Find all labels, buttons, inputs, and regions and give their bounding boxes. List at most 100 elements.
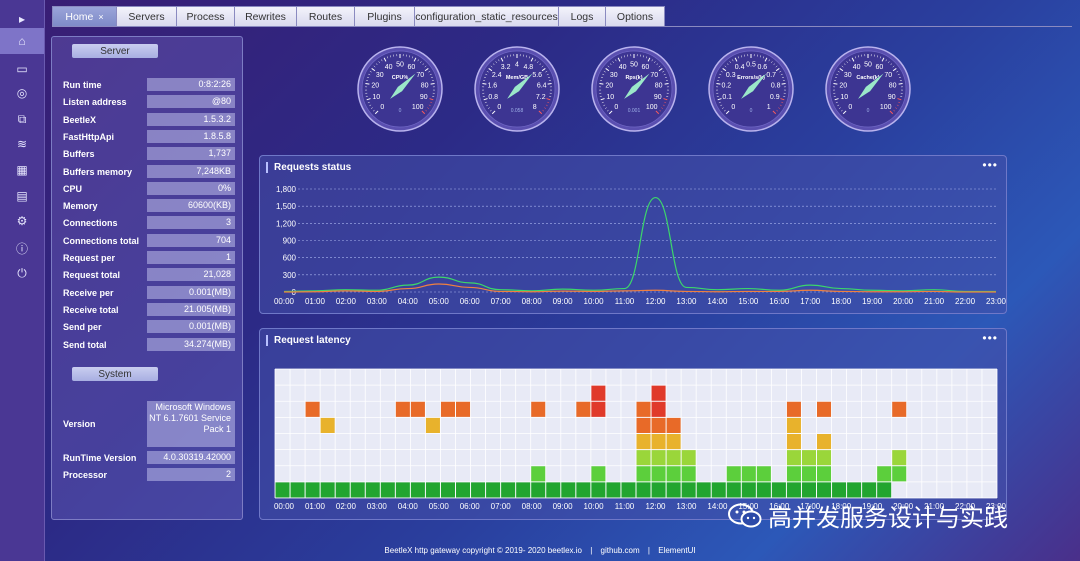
heatmap-cell	[410, 401, 425, 417]
server-row-value: 21,028	[147, 268, 235, 282]
heatmap-cell	[561, 482, 576, 498]
monitor-icon[interactable]: ▭	[16, 62, 28, 76]
tab-home[interactable]: Home ×	[52, 6, 117, 26]
gauge-tick-label: 100	[412, 104, 424, 111]
heatmap-cell	[832, 482, 847, 498]
gauge-tick-label: 40	[619, 64, 627, 71]
settings-icon[interactable]: ⚙	[16, 214, 28, 228]
gauge-tick	[846, 61, 848, 64]
expand-arrow-icon[interactable]: ▸	[18, 12, 26, 26]
gauge-tick-label: 70	[416, 72, 424, 79]
server-row: Request total 21,028	[63, 268, 235, 282]
gauge-tick	[491, 110, 496, 115]
gauge-tick-label: 6.4	[537, 83, 547, 90]
gauge-tick	[840, 109, 843, 112]
heatmap-cell	[591, 385, 606, 401]
gauge: 0 0.8 1.6 2.4 3.2 4 4.8 5.6 6.4 7.2 8 Mem/GB 0.058	[474, 46, 560, 132]
x-tick-label: 19:00	[862, 297, 883, 306]
document-icon[interactable]: ▤	[16, 189, 28, 203]
system-row: Processor 2	[63, 468, 235, 482]
tab-configuration-static-resources[interactable]: configuration_static_resources	[414, 6, 559, 26]
server-row-value: 0%	[147, 181, 235, 195]
tab-plugins[interactable]: Plugins	[354, 6, 415, 26]
request-latency-more-icon[interactable]: •••	[982, 331, 998, 345]
gauge-needle	[741, 73, 767, 99]
gauge-tick	[651, 59, 653, 62]
info-icon[interactable]: ⓘ	[15, 241, 28, 256]
x-tick-label: 16:00	[769, 297, 790, 306]
grid-icon[interactable]: ▦	[16, 163, 28, 177]
server-row: CPU 0%	[63, 181, 235, 196]
gauge-tick	[411, 56, 414, 59]
gauge-tick	[381, 59, 383, 62]
x-tick-label: 08:00	[522, 297, 543, 306]
link-icon[interactable]: ⧉	[17, 111, 27, 126]
server-panel: Server System Run time 0:8:2:26 Listen add…	[51, 36, 243, 520]
tab-options[interactable]: Options	[605, 6, 665, 26]
gauge-tick	[605, 68, 610, 72]
gauge-tick	[612, 61, 614, 64]
y-tick-label: 600	[283, 254, 297, 263]
server-row-key: Request total	[63, 270, 121, 281]
gauge-tick	[718, 101, 721, 104]
gauge-tick-label: 0.5	[746, 62, 756, 69]
tab-process[interactable]: Process	[176, 6, 235, 26]
x-tick-label: 04:00	[398, 297, 419, 306]
tab-servers[interactable]: Servers	[116, 6, 177, 26]
heatmap-cell	[786, 434, 801, 450]
heatmap-cell	[636, 482, 651, 498]
tab-label: Process	[186, 10, 225, 23]
requests-status-more-icon[interactable]: •••	[982, 158, 998, 172]
gauge-tick	[372, 109, 375, 112]
gauge-tick-label: 70	[650, 72, 658, 79]
x-tick-label: 22:00	[955, 502, 976, 511]
gauge-tick	[663, 98, 668, 101]
tab-rewrites[interactable]: Rewrites	[234, 6, 297, 26]
gauge-tick-label: 0.6	[757, 64, 767, 71]
gauge-tick	[429, 98, 434, 101]
gauge-tick	[370, 107, 373, 109]
x-tick-label: 01:00	[305, 502, 326, 511]
heatmap-cell	[877, 466, 892, 482]
x-tick-label: 15:00	[738, 297, 759, 306]
gauge-tick	[544, 107, 547, 109]
heatmap-cell	[486, 482, 501, 498]
gauge-tick	[659, 109, 662, 112]
gauge-tick-label: 0.8	[488, 94, 498, 101]
server-row: Buffers memory 7,248KB	[63, 164, 235, 179]
system-row-value: 2	[147, 468, 235, 481]
gauge-tick-label: 60	[875, 64, 883, 71]
database-icon[interactable]: ≋	[16, 137, 28, 151]
power-icon[interactable]: ⏻	[17, 265, 27, 280]
footer-elementui-link[interactable]: ElementUI	[658, 546, 696, 555]
server-row-value: 1	[147, 251, 235, 264]
gauge-tick	[771, 61, 773, 64]
heatmap-cell	[546, 482, 561, 498]
x-tick-label: 03:00	[367, 297, 388, 306]
x-tick-label: 11:00	[615, 297, 635, 306]
gauge-tick	[837, 104, 840, 107]
server-row-key: Receive total	[63, 304, 119, 315]
tab-routes[interactable]: Routes	[296, 6, 355, 26]
gauge-tick	[609, 63, 612, 66]
gauge-tick	[539, 63, 542, 66]
x-tick-label: 03:00	[367, 502, 388, 511]
gauge-tick	[420, 61, 422, 64]
heatmap-cell	[621, 482, 636, 498]
gauge-tick	[603, 104, 606, 107]
gauge-tick	[890, 63, 893, 66]
tab-label: Routes	[308, 10, 343, 23]
heatmap-cell	[892, 401, 907, 417]
home-icon[interactable]: ⌂	[0, 28, 44, 54]
gauge-tick	[490, 65, 493, 68]
tab-logs[interactable]: Logs	[558, 6, 606, 26]
tab-bar: Home × Servers Process Rewrites Routes Plugins…	[52, 6, 665, 27]
heatmap-cell	[892, 450, 907, 466]
request-latency-chart: 00:00 01:00 02:00 03:00 04:00 05:00 06:00 07:00…	[274, 368, 1006, 511]
gauge-tick	[842, 110, 847, 115]
gauge-tick	[725, 110, 730, 115]
tab-close-icon[interactable]: ×	[98, 11, 104, 22]
chip-icon[interactable]: ◎	[16, 86, 28, 100]
gauge-name: Cache(k)	[856, 75, 879, 81]
footer-github-link[interactable]: github.com	[600, 546, 640, 555]
